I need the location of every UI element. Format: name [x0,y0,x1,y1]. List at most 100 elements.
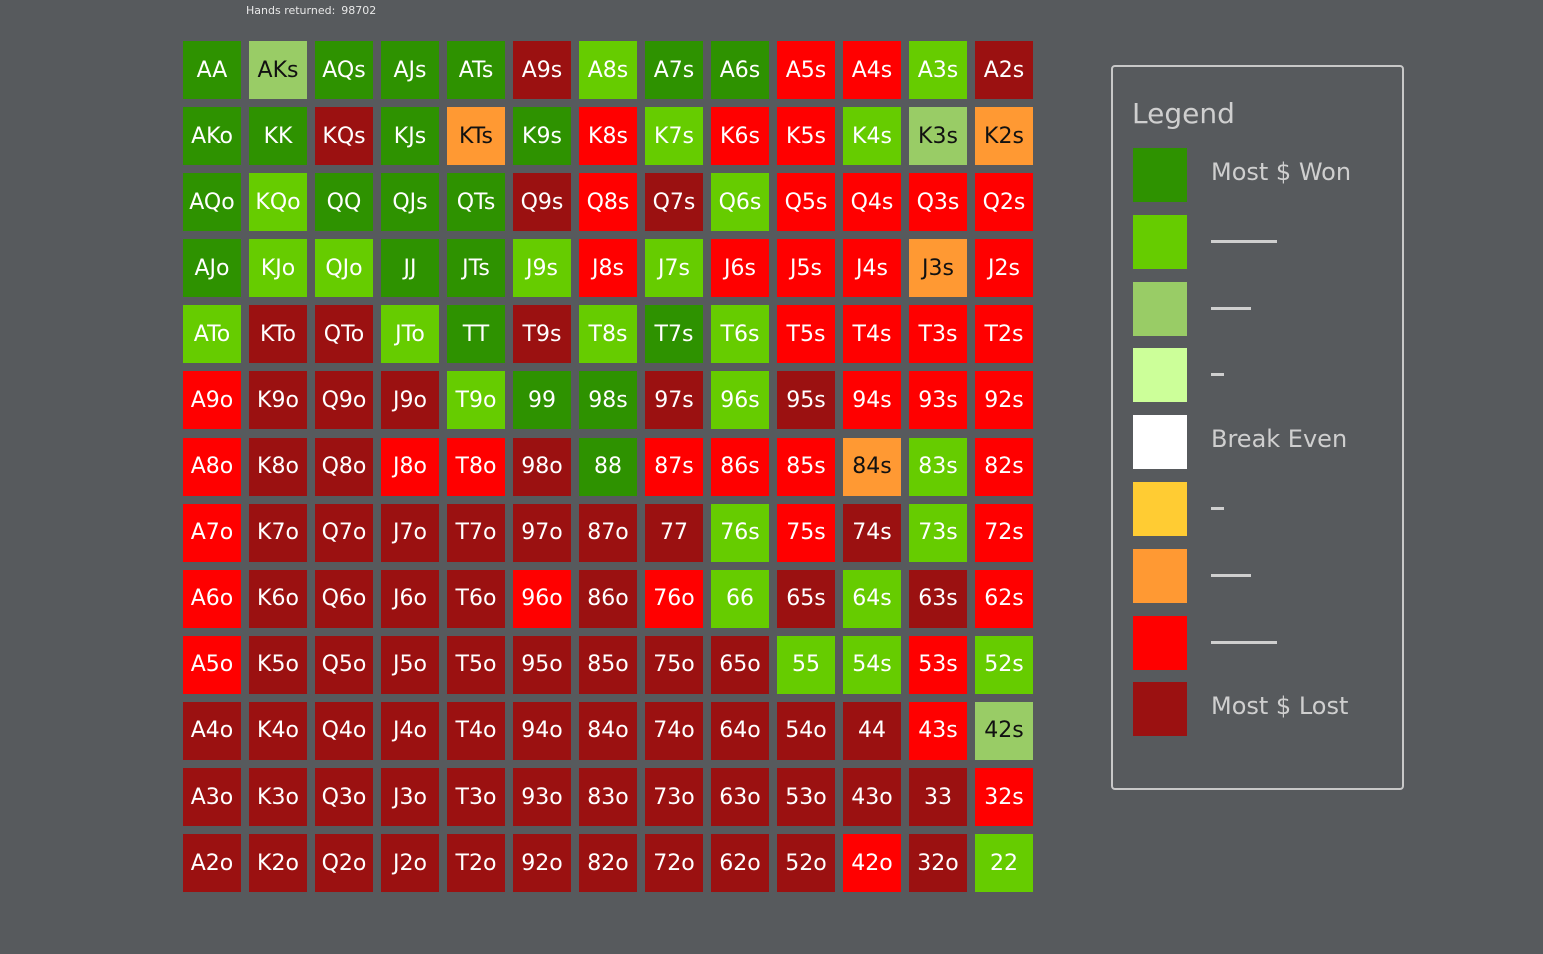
hand-cell[interactable]: T3o [447,768,505,827]
hand-cell[interactable]: 95s [777,371,835,430]
hand-cell[interactable]: A3o [183,768,241,827]
hand-cell[interactable]: J9o [381,371,439,430]
hand-cell[interactable]: 97s [645,371,703,430]
hand-cell[interactable]: J4s [843,239,901,298]
hand-cell[interactable]: 97o [513,503,571,562]
hand-cell[interactable]: 44 [843,701,901,760]
hand-cell[interactable]: KK [249,107,307,166]
hand-cell[interactable]: Q6o [315,569,373,628]
hand-cell[interactable]: 92s [975,371,1033,430]
hand-cell[interactable]: A4o [183,701,241,760]
hand-cell[interactable]: AKo [183,107,241,166]
hand-cell[interactable]: KTo [249,305,307,364]
hand-cell[interactable]: 62s [975,569,1033,628]
hand-cell[interactable]: K4o [249,701,307,760]
hand-cell[interactable]: K3s [909,107,967,166]
hand-cell[interactable]: T5o [447,635,505,694]
hand-cell[interactable]: 87s [645,437,703,496]
hand-cell[interactable]: Q7s [645,173,703,232]
hand-cell[interactable]: 54s [843,635,901,694]
hand-cell[interactable]: Q2s [975,173,1033,232]
hand-cell[interactable]: 43s [909,701,967,760]
hand-cell[interactable]: J9s [513,239,571,298]
hand-cell[interactable]: J6s [711,239,769,298]
hand-cell[interactable]: K3o [249,768,307,827]
hand-cell[interactable]: 83s [909,437,967,496]
hand-cell[interactable]: 86s [711,437,769,496]
hand-cell[interactable]: 74o [645,701,703,760]
hand-cell[interactable]: Q6s [711,173,769,232]
hand-cell[interactable]: KQo [249,173,307,232]
hand-cell[interactable]: T2s [975,305,1033,364]
hand-cell[interactable]: Q2o [315,834,373,893]
hand-cell[interactable]: A5s [777,41,835,99]
hand-cell[interactable]: ATs [447,41,505,99]
hand-cell[interactable]: K9o [249,371,307,430]
hand-cell[interactable]: 99 [513,371,571,430]
hand-cell[interactable]: 93o [513,768,571,827]
hand-cell[interactable]: ATo [183,305,241,364]
hand-cell[interactable]: 96o [513,569,571,628]
hand-cell[interactable]: 65o [711,635,769,694]
hand-cell[interactable]: 88 [579,437,637,496]
hand-cell[interactable]: J2o [381,834,439,893]
hand-cell[interactable]: Q3s [909,173,967,232]
hand-cell[interactable]: 94o [513,701,571,760]
hand-cell[interactable]: 42s [975,701,1033,760]
hand-cell[interactable]: T6s [711,305,769,364]
hand-cell[interactable]: K9s [513,107,571,166]
hand-cell[interactable]: A7o [183,503,241,562]
hand-cell[interactable]: QJo [315,239,373,298]
hand-cell[interactable]: 77 [645,503,703,562]
hand-cell[interactable]: J8o [381,437,439,496]
hand-cell[interactable]: 42o [843,834,901,893]
hand-cell[interactable]: 32o [909,834,967,893]
hand-cell[interactable]: T8o [447,437,505,496]
hand-cell[interactable]: JJ [381,239,439,298]
hand-cell[interactable]: Q9o [315,371,373,430]
hand-cell[interactable]: 64s [843,569,901,628]
hand-cell[interactable]: Q9s [513,173,571,232]
hand-cell[interactable]: 52s [975,635,1033,694]
hand-cell[interactable]: AQs [315,41,373,99]
hand-cell[interactable]: 53o [777,768,835,827]
hand-cell[interactable]: K6o [249,569,307,628]
hand-cell[interactable]: AQo [183,173,241,232]
hand-cell[interactable]: KJo [249,239,307,298]
hand-cell[interactable]: 75o [645,635,703,694]
hand-cell[interactable]: 95o [513,635,571,694]
hand-cell[interactable]: 92o [513,834,571,893]
hand-cell[interactable]: Q5s [777,173,835,232]
hand-cell[interactable]: T2o [447,834,505,893]
hand-cell[interactable]: T4s [843,305,901,364]
hand-cell[interactable]: A9s [513,41,571,99]
hand-cell[interactable]: T9o [447,371,505,430]
hand-cell[interactable]: J4o [381,701,439,760]
hand-cell[interactable]: QTo [315,305,373,364]
hand-cell[interactable]: Q4s [843,173,901,232]
hand-cell[interactable]: 76s [711,503,769,562]
hand-cell[interactable]: 98s [579,371,637,430]
hand-cell[interactable]: K7o [249,503,307,562]
hand-cell[interactable]: J3s [909,239,967,298]
hand-cell[interactable]: 32s [975,768,1033,827]
hand-cell[interactable]: KJs [381,107,439,166]
hand-cell[interactable]: 52o [777,834,835,893]
hand-cell[interactable]: Q8o [315,437,373,496]
hand-cell[interactable]: 94s [843,371,901,430]
hand-cell[interactable]: J2s [975,239,1033,298]
hand-cell[interactable]: K2s [975,107,1033,166]
hand-cell[interactable]: 86o [579,569,637,628]
hand-cell[interactable]: J6o [381,569,439,628]
hand-cell[interactable]: J5o [381,635,439,694]
hand-cell[interactable]: 64o [711,701,769,760]
hand-cell[interactable]: AA [183,41,241,99]
hand-cell[interactable]: Q5o [315,635,373,694]
hand-cell[interactable]: 73o [645,768,703,827]
hand-cell[interactable]: A7s [645,41,703,99]
hand-cell[interactable]: A6s [711,41,769,99]
hand-cell[interactable]: T7s [645,305,703,364]
hand-cell[interactable]: A6o [183,569,241,628]
hand-cell[interactable]: K4s [843,107,901,166]
hand-cell[interactable]: Q3o [315,768,373,827]
